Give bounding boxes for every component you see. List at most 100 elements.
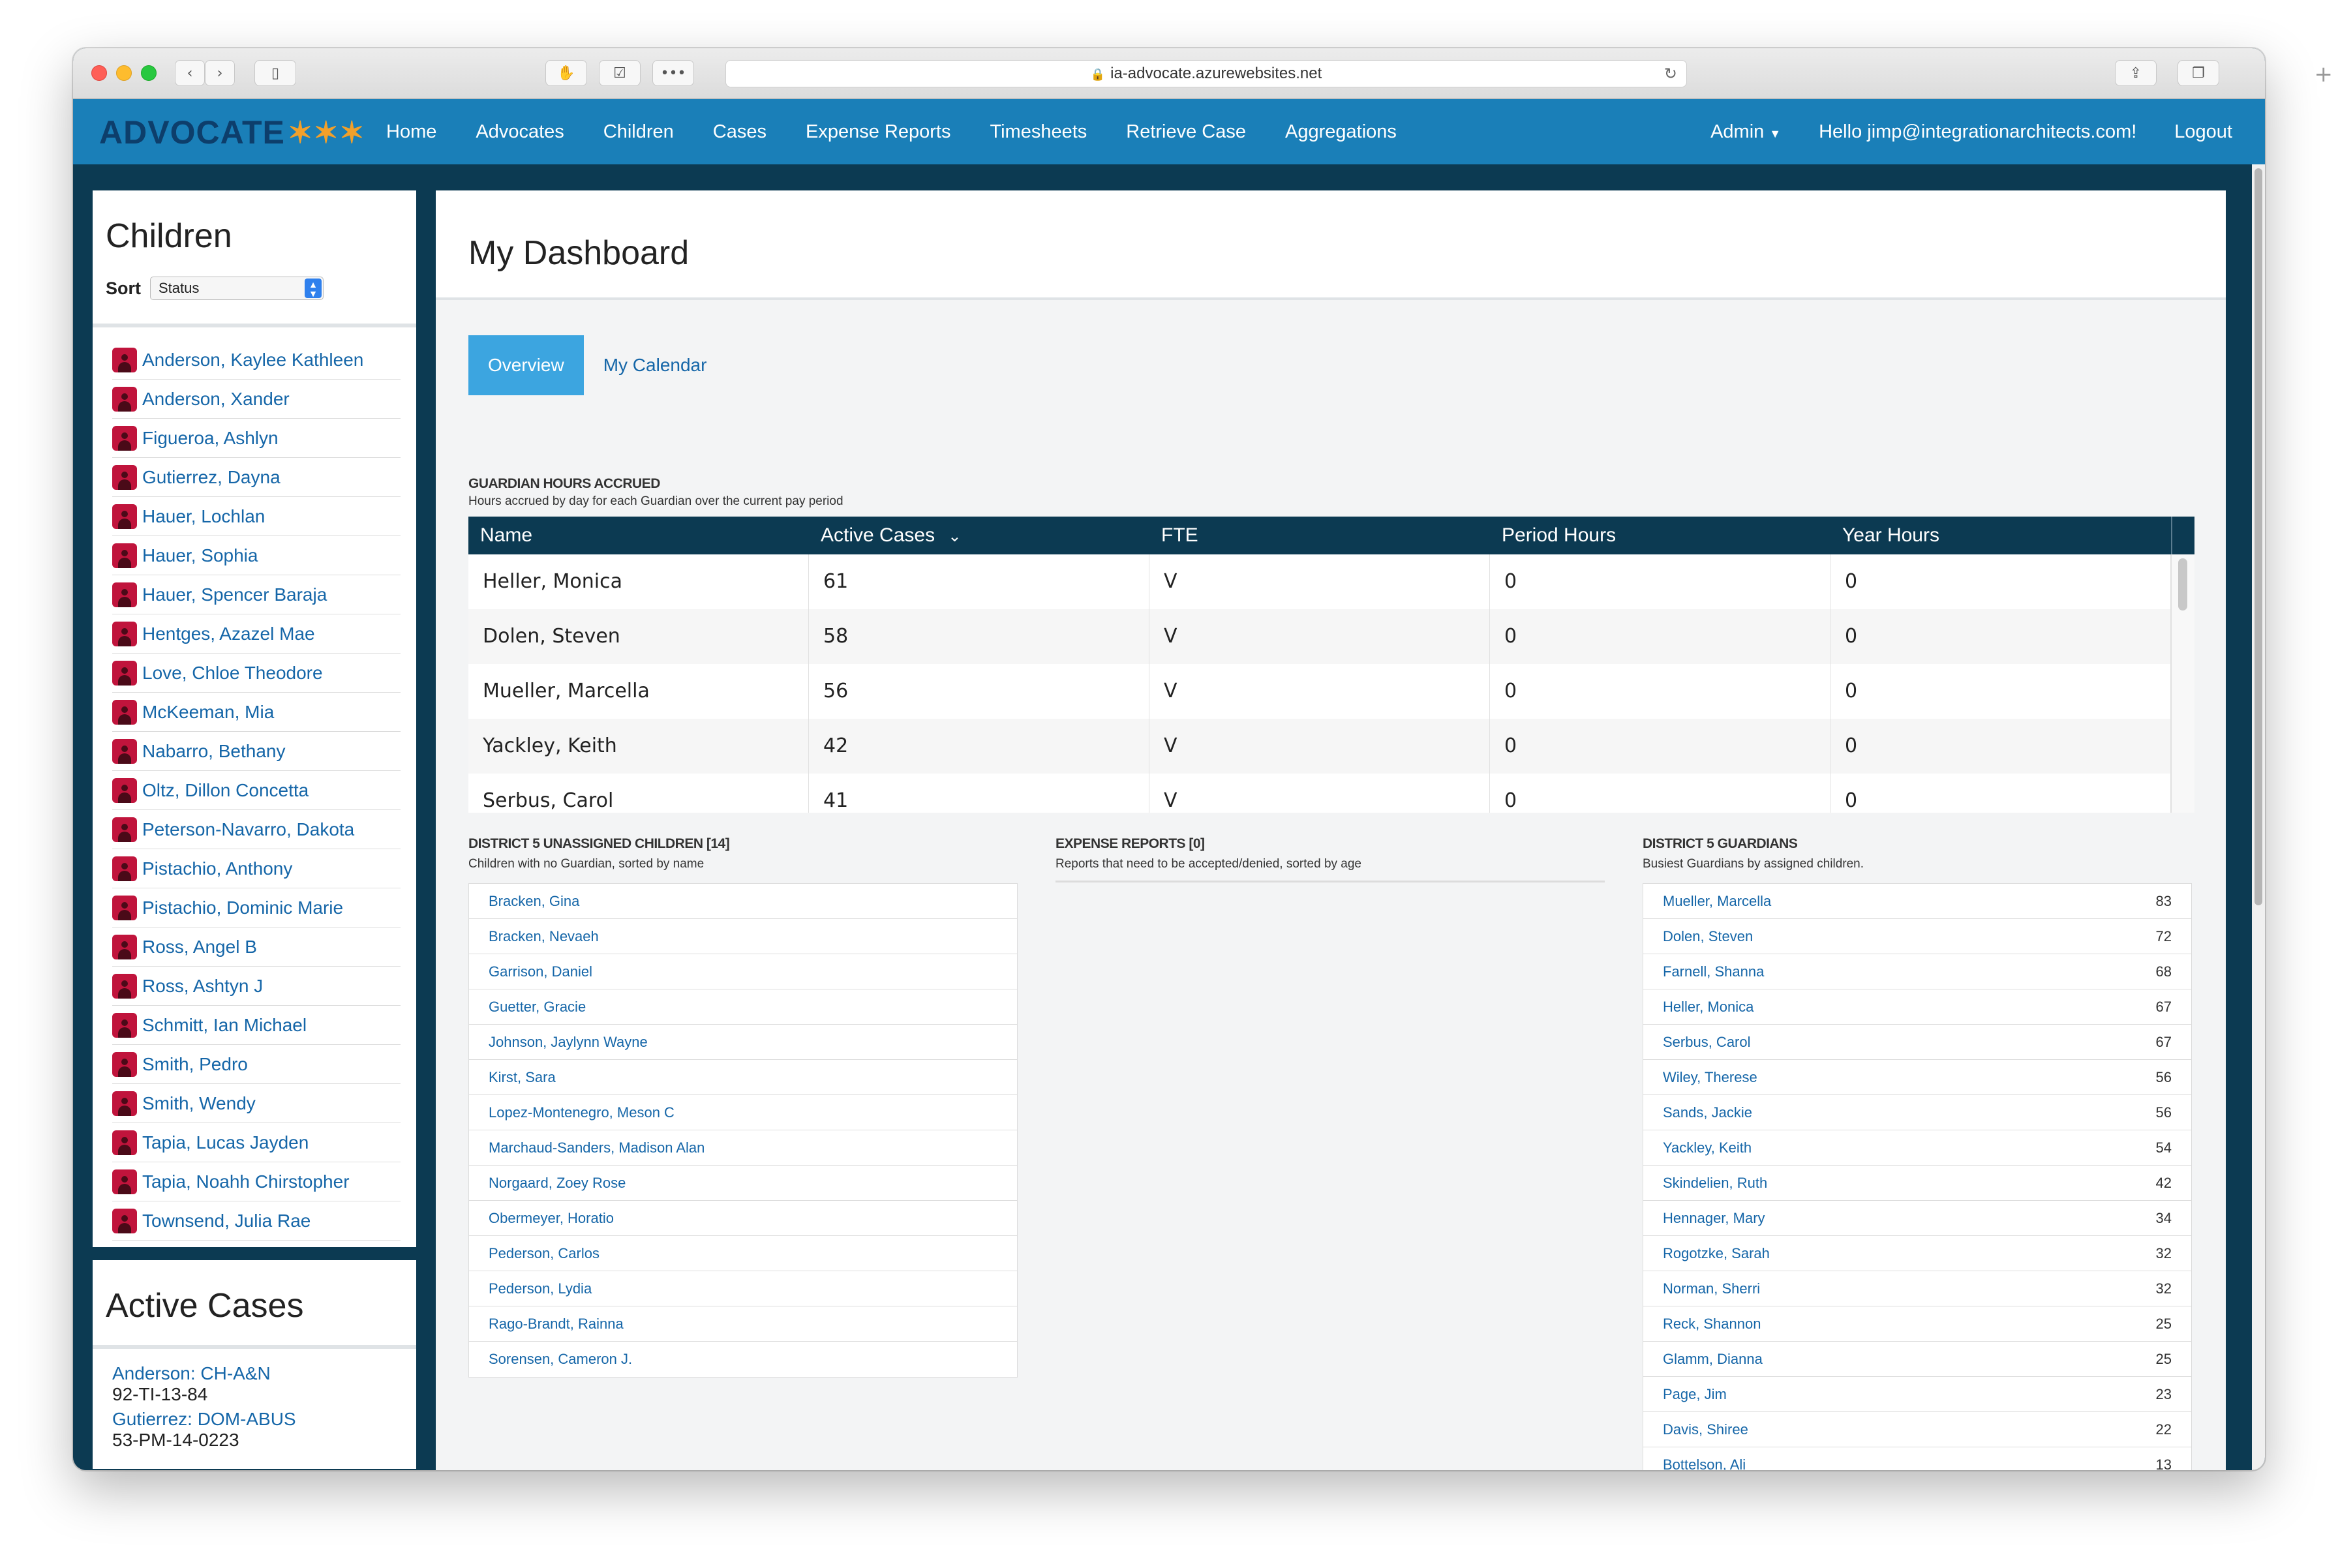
nav-advocates[interactable]: Advocates [476,121,564,142]
guardian-item[interactable]: Glamm, Dianna 25 [1643,1342,2191,1377]
child-name-link[interactable]: Schmitt, Ian Michael [142,1014,307,1035]
child-name-link[interactable]: Figueroa, Ashlyn [142,427,279,448]
child-name-link[interactable]: Obermeyer, Horatio [489,1209,614,1226]
child-name-link[interactable]: Sorensen, Cameron J. [489,1351,633,1367]
child-list-item[interactable]: Ross, Angel B [112,927,401,967]
child-name-link[interactable]: Smith, Pedro [142,1053,248,1074]
nav-cases[interactable]: Cases [712,121,767,142]
child-list-item[interactable]: McKeeman, Mia [112,693,401,732]
unassigned-child-item[interactable]: Bracken, Nevaeh [469,919,1017,954]
zoom-window-button[interactable] [141,65,157,81]
guardian-name-link[interactable]: Bottelson, Ali [1663,1456,1746,1471]
close-window-button[interactable] [91,65,107,81]
child-name-link[interactable]: Johnson, Jaylynn Wayne [489,1033,648,1050]
column-header-name[interactable]: Name [480,524,533,546]
guardian-name-link[interactable]: Skindelien, Ruth [1663,1174,1768,1191]
child-name-link[interactable]: Rago-Brandt, Rainna [489,1315,624,1332]
case-title[interactable]: Anderson: CH-A&N [112,1363,271,1383]
guardian-name-link[interactable]: Mueller, Marcella [1663,892,1772,909]
child-name-link[interactable]: Bracken, Nevaeh [489,927,599,944]
guardian-name-link[interactable]: Dolen, Steven [1663,927,1754,944]
guardian-item[interactable]: Wiley, Therese 56 [1643,1060,2191,1095]
guardian-item[interactable]: Serbus, Carol 67 [1643,1025,2191,1060]
guardian-name-link[interactable]: Wiley, Therese [1663,1068,1757,1085]
tab-my-calendar[interactable]: My Calendar [603,355,707,375]
scroll-thumb[interactable] [2178,558,2187,611]
child-name-link[interactable]: Marchaud-Sanders, Madison Alan [489,1139,705,1156]
child-list-item[interactable]: Gutierrez, Dayna [112,458,401,497]
child-name-link[interactable]: Nabarro, Bethany [142,740,286,761]
child-list-item[interactable]: Anderson, Kaylee Kathleen [112,340,401,380]
unassigned-child-item[interactable]: Pederson, Lydia [469,1271,1017,1306]
nav-timesheets[interactable]: Timesheets [990,121,1087,142]
guardian-item[interactable]: Davis, Shiree 22 [1643,1412,2191,1447]
guardian-name-link[interactable]: Page, Jim [1663,1385,1727,1402]
column-header-fte[interactable]: FTE [1161,524,1198,546]
table-row[interactable]: Dolen, Steven 58 V 0 0 [468,609,2194,664]
brand-logo[interactable]: ADVOCATE ✶✶✶ [99,113,365,151]
child-name-link[interactable]: Pistachio, Anthony [142,858,293,879]
nav-home[interactable]: Home [386,121,437,142]
child-list-item[interactable]: Peterson-Navarro, Dakota [112,810,401,849]
table-row[interactable]: Yackley, Keith 42 V 0 0 [468,719,2194,774]
child-name-link[interactable]: Townsend, Julia Rae [142,1210,311,1231]
child-list-item[interactable]: Smith, Pedro [112,1045,401,1084]
child-list-item[interactable]: Tapia, Noahh Chirstopher [112,1162,401,1201]
page-scrollbar[interactable] [2252,164,2265,1470]
guardian-name-link[interactable]: Norman, Sherri [1663,1280,1761,1297]
guardian-item[interactable]: Hennager, Mary 34 [1643,1201,2191,1236]
more-icon[interactable]: ••• [652,60,694,86]
child-name-link[interactable]: Lopez-Montenegro, Meson C [489,1104,675,1121]
child-name-link[interactable]: Tapia, Noahh Chirstopher [142,1171,350,1192]
guardian-name-link[interactable]: Glamm, Dianna [1663,1350,1763,1367]
child-list-item[interactable]: Love, Chloe Theodore [112,654,401,693]
guardian-item[interactable]: Sands, Jackie 56 [1643,1095,2191,1130]
unassigned-child-item[interactable]: Kirst, Sara [469,1060,1017,1095]
child-name-link[interactable]: McKeeman, Mia [142,701,275,722]
child-name-link[interactable]: Hentges, Azazel Mae [142,623,315,644]
tabs-icon[interactable]: ❐ [2178,60,2219,86]
child-name-link[interactable]: Anderson, Xander [142,388,290,409]
child-list-item[interactable]: Townsend, Julia Rae [112,1201,401,1241]
unassigned-child-item[interactable]: Bracken, Gina [469,884,1017,919]
column-header-active-cases[interactable]: Active Cases ⌄ [809,524,1149,547]
forward-icon[interactable]: › [205,60,235,86]
unassigned-child-item[interactable]: Pederson, Carlos [469,1236,1017,1271]
child-name-link[interactable]: Pederson, Lydia [489,1280,592,1297]
child-name-link[interactable]: Tapia, Lucas Jayden [142,1132,309,1153]
child-name-link[interactable]: Love, Chloe Theodore [142,662,323,683]
child-list-item[interactable]: Hauer, Sophia [112,536,401,575]
extension-icon[interactable]: ✋ [545,60,587,86]
child-list-item[interactable]: Hauer, Spencer Baraja [112,575,401,614]
guardian-name-link[interactable]: Rogotzke, Sarah [1663,1244,1770,1261]
column-header-year-hours[interactable]: Year Hours [1842,524,1939,546]
checkbox-icon[interactable]: ☑ [599,60,641,86]
child-list-item[interactable]: Pistachio, Anthony [112,849,401,888]
guardian-name-link[interactable]: Yackley, Keith [1663,1139,1752,1156]
guardian-name-link[interactable]: Reck, Shannon [1663,1315,1761,1332]
guardian-item[interactable]: Page, Jim 23 [1643,1377,2191,1412]
child-list-item[interactable]: Ross, Ashtyn J [112,967,401,1006]
case-item[interactable]: Gutierrez: DOM-ABUS 53-PM-14-0223 [93,1405,416,1451]
guardian-item[interactable]: Dolen, Steven 72 [1643,919,2191,954]
user-greeting[interactable]: Hello jimp@integrationarchitects.com! [1819,121,2137,142]
guardian-name-link[interactable]: Hennager, Mary [1663,1209,1765,1226]
table-row[interactable]: Serbus, Carol 41 V 0 0 [468,774,2194,813]
child-name-link[interactable]: Ross, Ashtyn J [142,975,264,996]
child-name-link[interactable]: Gutierrez, Dayna [142,466,281,487]
reload-icon[interactable]: ↻ [1663,65,1677,83]
nav-aggregations[interactable]: Aggregations [1285,121,1397,142]
child-list-item[interactable]: Hauer, Lochlan [112,497,401,536]
guardian-name-link[interactable]: Farnell, Shanna [1663,963,1765,980]
nav-expense-reports[interactable]: Expense Reports [805,121,951,142]
unassigned-child-item[interactable]: Johnson, Jaylynn Wayne [469,1025,1017,1060]
unassigned-child-item[interactable]: Obermeyer, Horatio [469,1201,1017,1236]
unassigned-child-item[interactable]: Rago-Brandt, Rainna [469,1306,1017,1342]
child-name-link[interactable]: Hauer, Sophia [142,545,258,565]
guardian-item[interactable]: Bottelson, Ali 13 [1643,1447,2191,1471]
child-name-link[interactable]: Garrison, Daniel [489,963,592,980]
case-title[interactable]: Gutierrez: DOM-ABUS [112,1409,296,1429]
unassigned-child-item[interactable]: Norgaard, Zoey Rose [469,1166,1017,1201]
guardian-name-link[interactable]: Heller, Monica [1663,998,1754,1015]
child-list-item[interactable]: Anderson, Xander [112,380,401,419]
